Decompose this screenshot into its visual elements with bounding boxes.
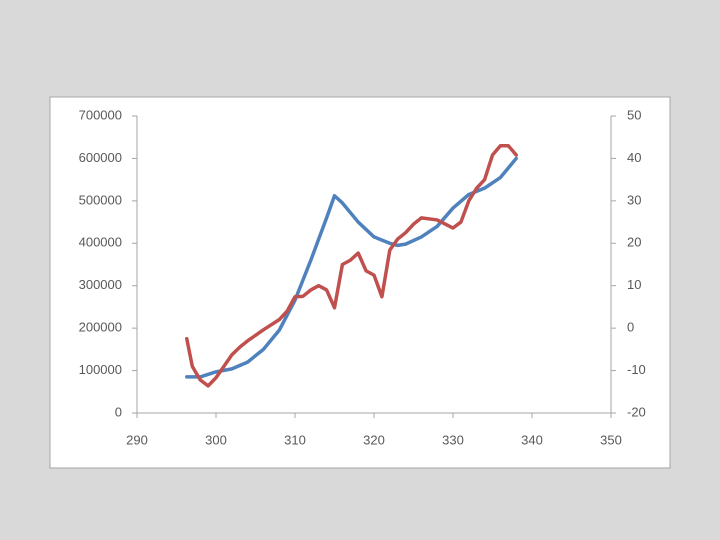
x-tick-label: 290 <box>126 432 148 447</box>
series-line <box>185 143 518 388</box>
x-tick-label: 320 <box>363 432 385 447</box>
y-tick-label: 500000 <box>79 192 122 207</box>
x-tick-label: 310 <box>284 432 306 447</box>
y-tick-label: 200000 <box>79 320 122 335</box>
x-tick-label: 330 <box>442 432 464 447</box>
y2-tick-label: 0 <box>627 320 634 335</box>
x-tick-label: 340 <box>521 432 543 447</box>
y-tick-label: 0 <box>115 404 122 419</box>
y2-tick-label: 30 <box>627 192 641 207</box>
y2-tick-label: -20 <box>627 404 646 419</box>
x-tick-label: 350 <box>600 432 622 447</box>
y-tick-label: 600000 <box>79 150 122 165</box>
series-line <box>185 156 518 379</box>
y2-tick-label: 50 <box>627 107 641 122</box>
y-tick-label: 300000 <box>79 277 122 292</box>
y2-tick-label: 10 <box>627 277 641 292</box>
x-tick-label: 300 <box>205 432 227 447</box>
y-tick-label: 100000 <box>79 362 122 377</box>
y-tick-label: 400000 <box>79 235 122 250</box>
y-tick-label: 700000 <box>79 107 122 122</box>
y2-tick-label: 40 <box>627 150 641 165</box>
y2-tick-label: 20 <box>627 235 641 250</box>
chart-area <box>49 96 671 469</box>
y2-tick-label: -10 <box>627 362 646 377</box>
